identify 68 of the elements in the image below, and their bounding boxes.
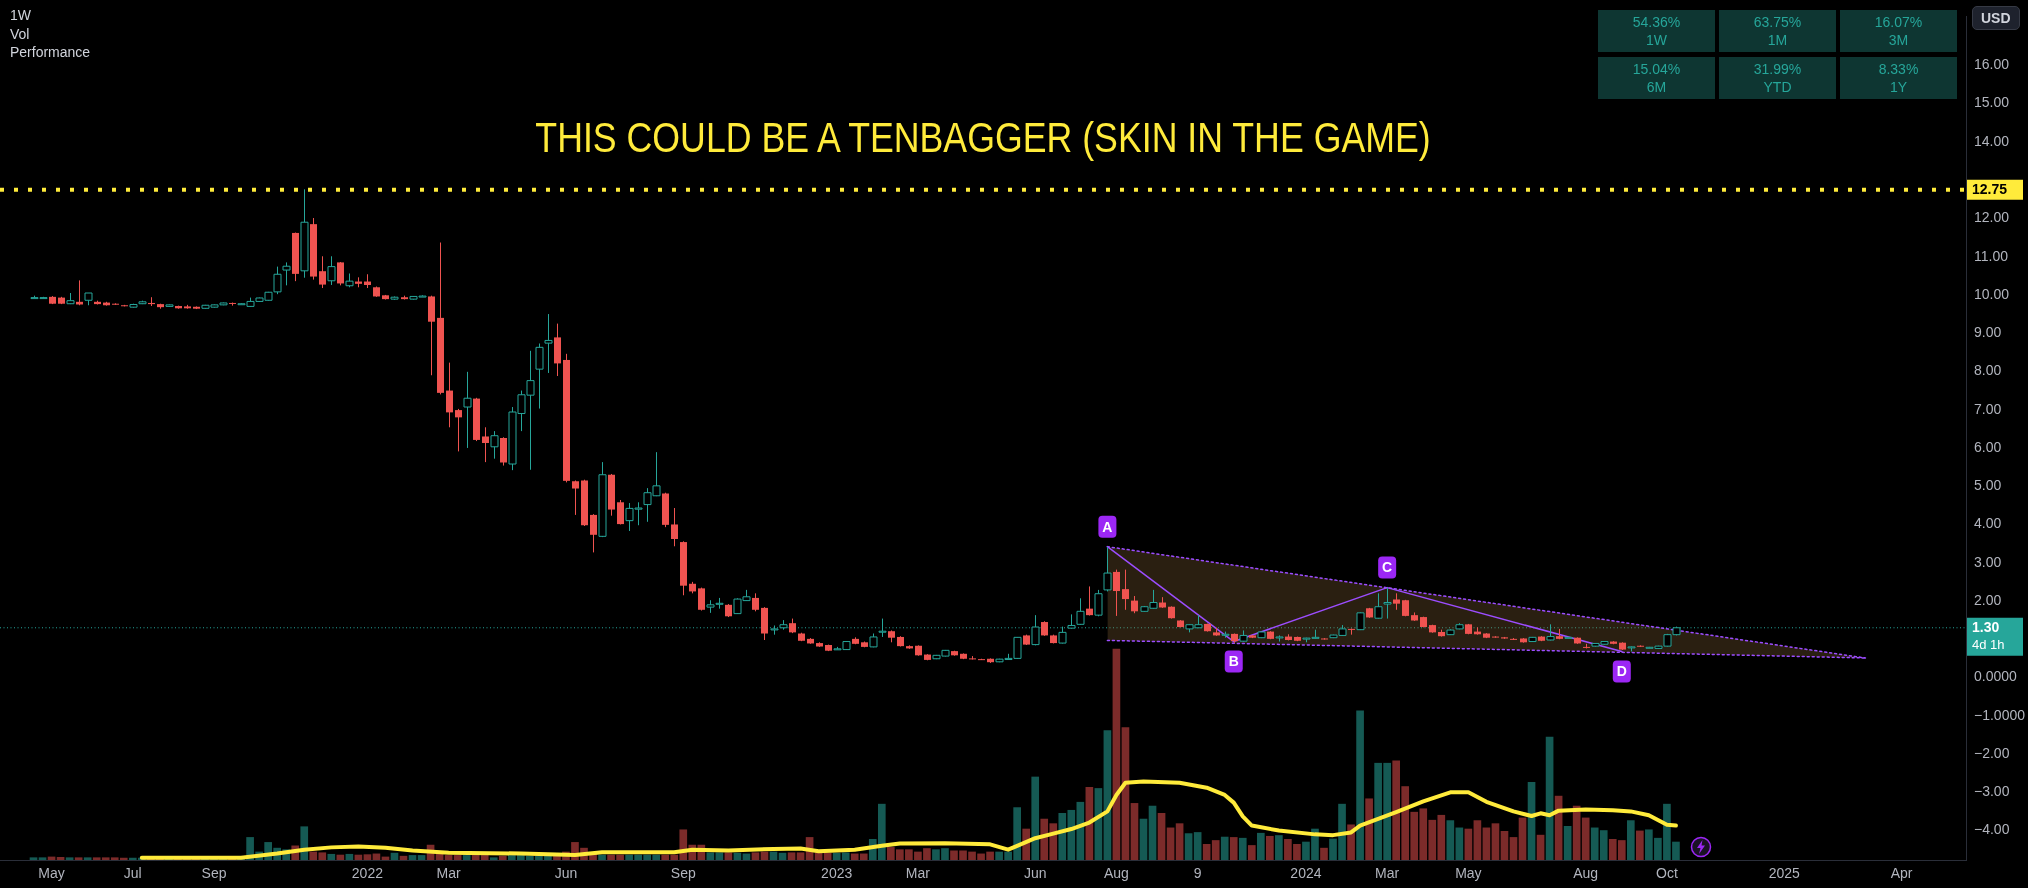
y-tick-label: 4.00 <box>1974 515 2002 532</box>
annotation: 1W <box>10 7 31 23</box>
performance-cell: 8.33% 1Y <box>1840 57 1957 99</box>
annotation: 63.75% <box>1752 13 1803 31</box>
annotation: 6M <box>1645 78 1668 96</box>
annotation: Vol <box>10 26 30 42</box>
annotation: 16.07% <box>1873 13 1924 31</box>
text: USD <box>1972 6 2020 30</box>
ref-line-label: 1.30 <box>1972 618 2000 635</box>
x-tick-label: Mar <box>436 865 462 882</box>
y-tick-label: 2.00 <box>1974 591 2002 608</box>
annotation: B <box>1228 653 1239 670</box>
annotation: 54.36% <box>1631 13 1682 31</box>
y-tick-label: 12.00 <box>1974 209 2010 226</box>
y-tick-label: 6.00 <box>1974 438 2002 455</box>
x-tick-label: 9 <box>1193 865 1202 882</box>
x-tick-label: Jul <box>123 865 142 882</box>
y-tick-label: 3.00 <box>1974 553 2002 570</box>
y-tick-label: 11.00 <box>1974 247 2009 264</box>
y-tick-label: 15.00 <box>1974 94 2010 111</box>
annotation: 15.04% <box>1631 60 1682 78</box>
annotation: 3M <box>1887 31 1910 49</box>
x-tick-label: Sep <box>670 865 696 882</box>
performance-cell: 31.99% YTD <box>1719 57 1836 99</box>
annotation: YTD <box>1762 78 1793 96</box>
x-tick-label: May <box>1455 865 1482 882</box>
y-tick-label: −1.0000 <box>1974 706 2026 723</box>
y-tick-label: 5.00 <box>1974 477 2002 494</box>
x-tick-label: 2025 <box>1768 865 1801 882</box>
annotation: 1M <box>1766 31 1789 49</box>
annotation: C <box>1382 559 1393 576</box>
x-tick-label: Jun <box>554 865 578 882</box>
y-tick-label: 9.00 <box>1974 324 2002 341</box>
x-tick-label: Mar <box>905 865 931 882</box>
y-tick-label: 7.00 <box>1974 400 2002 417</box>
annotation: 1W <box>1645 31 1668 49</box>
x-tick-label: Aug <box>1103 865 1129 882</box>
ref-line-label: 12.75 <box>1972 180 2008 197</box>
y-tick-label: 0.0000 <box>1974 668 2018 685</box>
y-tick-label: 10.00 <box>1974 285 2010 302</box>
x-tick-label: 2024 <box>1290 865 1322 882</box>
y-tick-label: 8.00 <box>1974 362 2002 379</box>
text: THIS COULD BE A TENBAGGER (SKIN IN THE GAME) <box>534 114 1432 162</box>
performance-cell: 15.04% 6M <box>1598 57 1715 99</box>
y-tick-label: −3.00 <box>1974 783 2010 800</box>
annotation: D <box>1616 663 1627 680</box>
x-tick-label: 2023 <box>821 865 853 882</box>
annotation: 1Y <box>1888 78 1909 96</box>
x-tick-label: 2022 <box>351 865 384 882</box>
y-tick-label: 14.00 <box>1974 132 2010 149</box>
x-tick-label: Oct <box>1656 865 1678 882</box>
x-tick-label: Jun <box>1023 865 1047 882</box>
x-tick-label: Mar <box>1375 865 1400 882</box>
x-tick-label: Aug <box>1573 865 1599 882</box>
performance-cell: 54.36% 1W <box>1598 10 1715 52</box>
annotation: Performance <box>10 44 91 60</box>
y-tick-label: −2.00 <box>1974 744 2010 761</box>
y-tick-label: 16.00 <box>1974 56 2010 73</box>
performance-cell: 63.75% 1M <box>1719 10 1836 52</box>
x-tick-label: Sep <box>201 865 227 882</box>
performance-cell: 16.07% 3M <box>1840 10 1957 52</box>
y-tick-label: −4.00 <box>1974 821 2010 838</box>
x-tick-label: May <box>38 865 65 882</box>
text: 4d 1h <box>1972 637 2005 653</box>
x-tick-label: Apr <box>1890 865 1913 882</box>
annotation: 31.99% <box>1752 60 1803 78</box>
annotation: A <box>1102 518 1113 535</box>
annotation: 8.33% <box>1877 60 1920 78</box>
